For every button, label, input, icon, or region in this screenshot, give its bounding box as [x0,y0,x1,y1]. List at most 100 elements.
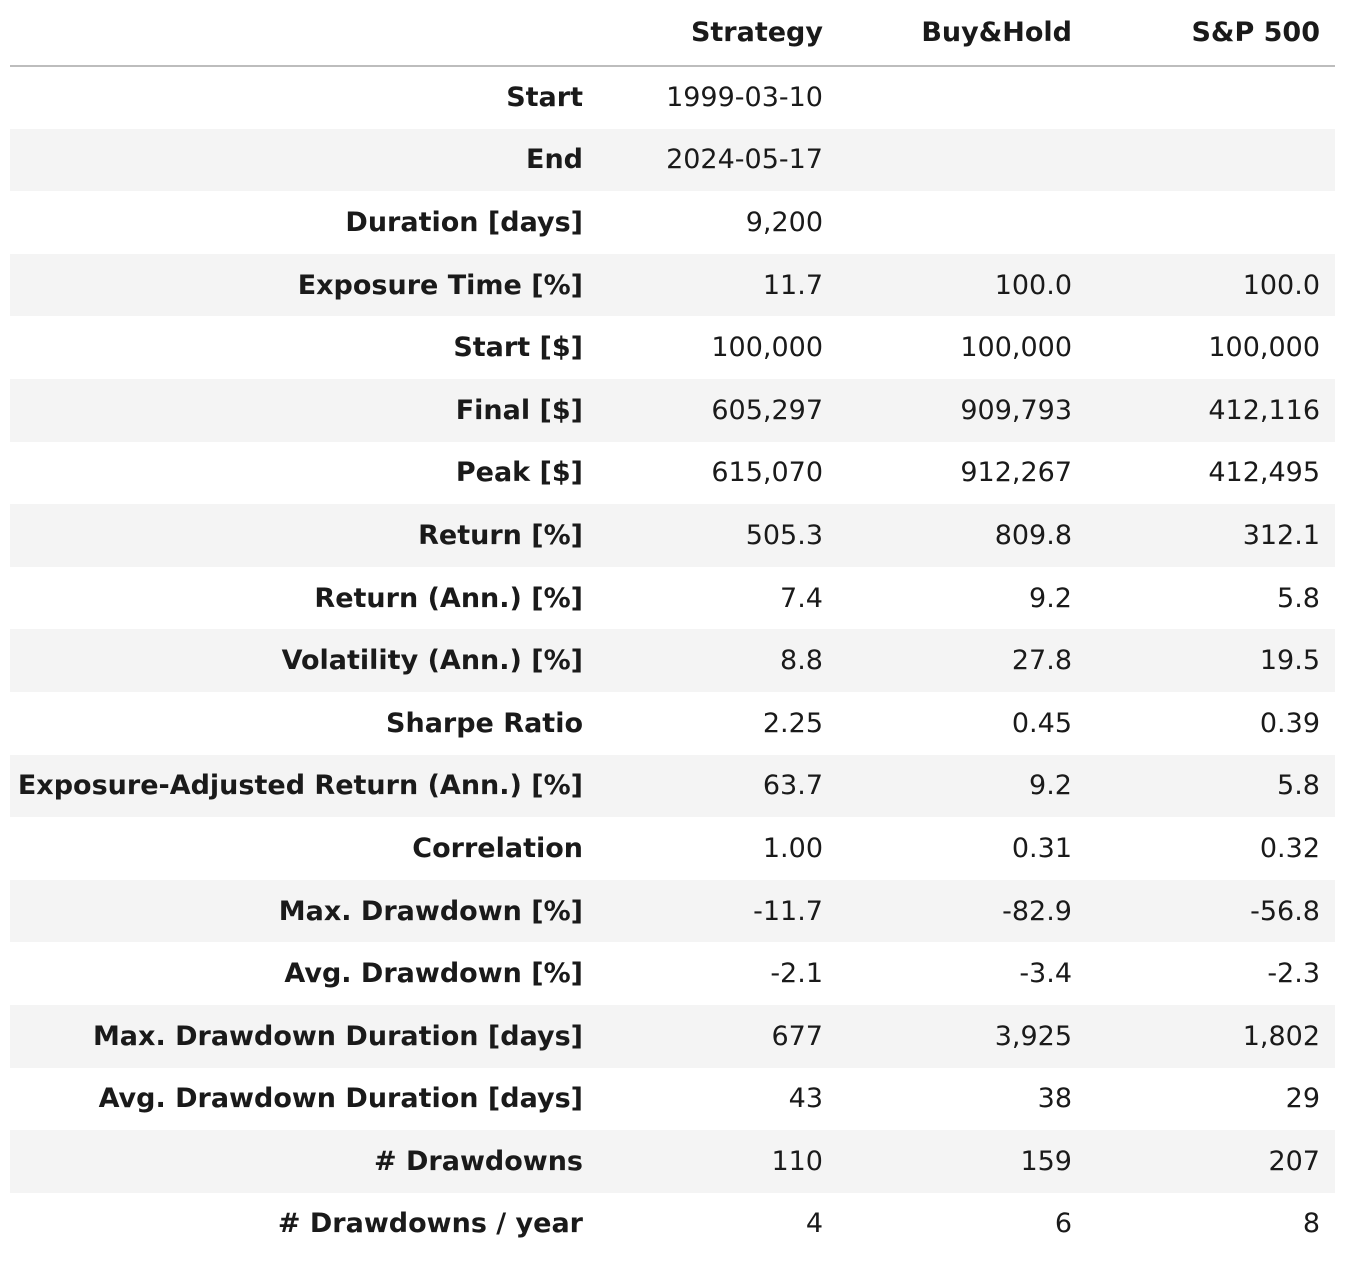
cell-sp500: 207 [1268,1145,1320,1177]
cell-buyhold: 9.2 [1029,770,1072,802]
table-row: End 2024-05-17 [10,128,1335,192]
row-label: Final [$] [455,394,583,426]
row-label: Max. Drawdown Duration [days] [92,1020,583,1052]
row-label: Exposure Time [%] [297,269,583,301]
cell-strategy: -11.7 [753,895,823,927]
cell-strategy: 110 [771,1145,823,1177]
cell-buyhold: 9.2 [1029,582,1072,614]
cell-strategy: 4 [805,1208,823,1240]
cell-buyhold: 100,000 [960,332,1072,364]
cell-buyhold: -82.9 [1002,895,1072,927]
table-row: Avg. Drawdown [%] -2.1 -3.4 -2.3 [10,942,1335,1005]
cell-sp500 [1087,191,1335,254]
cell-strategy: 2.25 [762,707,823,739]
cell-sp500: 5.8 [1277,582,1320,614]
cell-strategy: 43 [788,1083,823,1115]
cell-sp500: 8 [1302,1208,1320,1240]
row-label: Return [%] [418,519,583,551]
row-label: Duration [days] [345,206,583,238]
cell-strategy: 677 [771,1020,823,1052]
cell-sp500: 100,000 [1208,332,1320,364]
table-row: Avg. Drawdown Duration [days] 43 38 29 [10,1068,1335,1131]
cell-sp500: 412,495 [1208,457,1320,489]
table-row: Final [$] 605,297 909,793 412,116 [10,378,1335,442]
table-row: Peak [$] 615,070 912,267 412,495 [10,442,1335,505]
cell-strategy: 615,070 [711,457,823,489]
cell-strategy: 8.8 [780,645,823,677]
row-label: Volatility (Ann.) [%] [281,645,583,677]
row-label: Sharpe Ratio [386,707,583,739]
cell-strategy: -2.1 [770,958,823,990]
cell-buyhold: 38 [1037,1083,1072,1115]
table-body: Start 1999-03-10 End 2024-05-17 Duration [da… [10,66,1335,1255]
cell-sp500 [1087,66,1335,129]
cell-strategy: 2024-05-17 [666,144,823,176]
stats-table: Strategy Buy&Hold S&P 500 Start 1999-03-1… [10,0,1335,1255]
cell-strategy: 9,200 [745,206,823,238]
cell-strategy: 11.7 [762,269,823,301]
cell-buyhold: 0.31 [1011,832,1072,864]
cell-sp500: 0.32 [1259,832,1320,864]
row-label: Return (Ann.) [%] [314,582,583,614]
cell-buyhold: 100.0 [994,269,1072,301]
cell-sp500: 1,802 [1242,1020,1320,1052]
column-header-sp500: S&P 500 [1087,0,1335,67]
row-label: Exposure-Adjusted Return (Ann.) [%] [17,770,583,802]
row-label: Max. Drawdown [%] [278,895,583,927]
cell-sp500: 412,116 [1208,394,1320,426]
row-label: End [526,144,583,176]
table-row: # Drawdowns 110 159 207 [10,1130,1335,1193]
cell-buyhold: 909,793 [960,394,1072,426]
header-blank-cell [10,0,589,67]
cell-buyhold [838,66,1087,129]
row-label: Start [$] [453,332,583,364]
cell-strategy: 1999-03-10 [666,82,823,114]
row-label: Correlation [412,832,583,864]
column-header-buyhold: Buy&Hold [838,0,1087,67]
cell-strategy: 1.00 [762,832,823,864]
table-row: Volatility (Ann.) [%] 8.8 27.8 19.5 [10,629,1335,692]
cell-buyhold: -3.4 [1019,958,1072,990]
cell-strategy: 505.3 [745,519,823,551]
cell-sp500: 312.1 [1242,519,1320,551]
table-row: Sharpe Ratio 2.25 0.45 0.39 [10,692,1335,755]
table-row: Exposure-Adjusted Return (Ann.) [%] 63.7 9… [10,754,1335,818]
cell-buyhold: 0.45 [1011,707,1072,739]
cell-buyhold: 27.8 [1011,645,1072,677]
row-label: Peak [$] [455,457,583,489]
cell-sp500: 100.0 [1242,269,1320,301]
cell-sp500: -2.3 [1267,958,1320,990]
table-row: Return (Ann.) [%] 7.4 9.2 5.8 [10,567,1335,630]
cell-buyhold: 159 [1020,1145,1072,1177]
table-row: Start [$] 100,000 100,000 100,000 [10,316,1335,379]
cell-sp500: 5.8 [1277,770,1320,802]
cell-buyhold [838,191,1087,254]
table-row: Duration [days] 9,200 [10,191,1335,254]
table-row: Start 1999-03-10 [10,66,1335,129]
row-label: Avg. Drawdown Duration [days] [98,1083,583,1115]
cell-sp500 [1087,129,1335,192]
cell-sp500: 19.5 [1259,645,1320,677]
table-header: Strategy Buy&Hold S&P 500 [10,0,1335,67]
cell-strategy: 100,000 [711,332,823,364]
cell-buyhold: 6 [1054,1208,1072,1240]
column-header-strategy: Strategy [589,0,838,67]
row-label: # Drawdowns [373,1145,583,1177]
cell-sp500: -56.8 [1250,895,1320,927]
cell-buyhold: 912,267 [960,457,1072,489]
row-label: Avg. Drawdown [%] [284,958,583,990]
cell-buyhold [838,129,1087,192]
row-label: Start [506,82,583,114]
table-row: Max. Drawdown Duration [days] 677 3,925 1,8… [10,1004,1335,1068]
cell-sp500: 29 [1285,1083,1320,1115]
row-label: # Drawdowns / year [277,1208,583,1240]
header-row: Strategy Buy&Hold S&P 500 [10,0,1335,67]
table-row: Correlation 1.00 0.31 0.32 [10,817,1335,880]
table-row: Return [%] 505.3 809.8 312.1 [10,504,1335,567]
cell-strategy: 605,297 [711,394,823,426]
cell-buyhold: 809.8 [994,519,1072,551]
cell-strategy: 63.7 [762,770,823,802]
table-row: Max. Drawdown [%] -11.7 -82.9 -56.8 [10,879,1335,943]
cell-strategy: 7.4 [780,582,823,614]
table-row: # Drawdowns / year 4 6 8 [10,1193,1335,1256]
